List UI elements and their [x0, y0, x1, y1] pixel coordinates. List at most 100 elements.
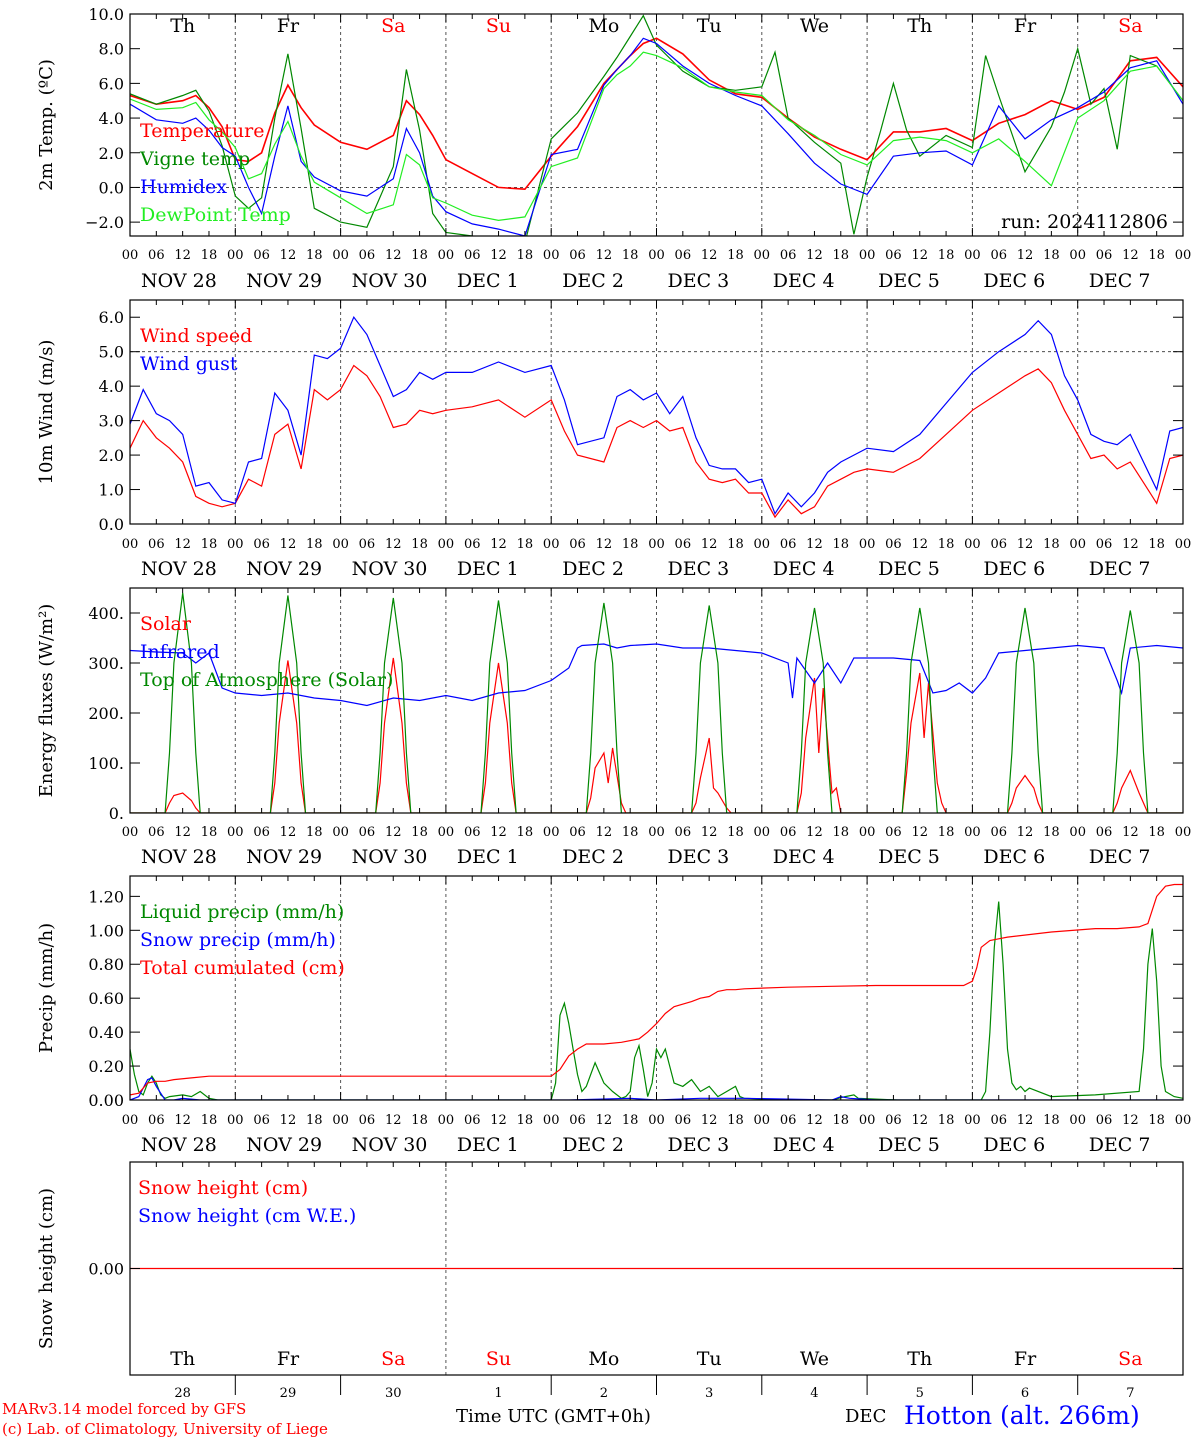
hour-label: 18: [833, 825, 850, 840]
hour-label: 18: [201, 248, 218, 263]
footer-station: Hotton (alt. 266m): [904, 1401, 1140, 1430]
hour-label: 00: [332, 248, 349, 263]
y-tick-label: 400.: [88, 604, 124, 623]
y-tick-label: 10.0: [88, 5, 124, 24]
day-label: NOV 28: [141, 558, 217, 580]
hour-label: 12: [490, 537, 507, 552]
day-label: NOV 28: [141, 846, 217, 868]
hour-label: 18: [938, 537, 955, 552]
hour-label: 12: [490, 825, 507, 840]
hour-label: 00: [122, 537, 139, 552]
run-annotation: run: 2024112806: [1001, 211, 1168, 233]
panel-snow: [129, 1161, 1184, 1395]
hour-label: 00: [122, 248, 139, 263]
hour-label: 12: [280, 537, 297, 552]
hour-label: 06: [464, 248, 481, 263]
hour-label: 18: [833, 1113, 850, 1128]
day-label: NOV 28: [141, 270, 217, 292]
weekday-label: Mo: [588, 1348, 619, 1370]
weekday-label: Tu: [697, 15, 722, 37]
hour-label: 00: [754, 537, 771, 552]
y-tick-label: 4.0: [99, 109, 124, 128]
hour-label: 00: [859, 248, 876, 263]
y-tick-label: 1.0: [99, 481, 124, 500]
day-label: DEC 7: [1089, 846, 1151, 868]
hour-label: 12: [1122, 1113, 1139, 1128]
hour-label: 18: [411, 248, 428, 263]
day-label: DEC 3: [668, 270, 730, 292]
legend-entry: DewPoint Temp: [140, 204, 291, 226]
weekday-label: Sa: [1118, 15, 1142, 37]
hour-label: 12: [806, 1113, 823, 1128]
hour-label: 12: [701, 537, 718, 552]
hour-label: 12: [1122, 825, 1139, 840]
hour-label: 06: [253, 537, 270, 552]
hour-label: 06: [675, 825, 692, 840]
hour-label: 00: [227, 1113, 244, 1128]
hour-label: 06: [990, 537, 1007, 552]
day-label: DEC 4: [773, 1134, 835, 1156]
hour-label: 18: [622, 248, 639, 263]
hour-label: 06: [990, 248, 1007, 263]
day-number-label: 29: [280, 1386, 297, 1401]
hour-label: 12: [1017, 825, 1034, 840]
day-number-label: 3: [705, 1386, 713, 1401]
day-label: DEC 3: [668, 558, 730, 580]
day-number-label: 6: [1021, 1386, 1029, 1401]
hour-label: 18: [727, 825, 744, 840]
series-line-total-cumulated-cm-: [130, 883, 1183, 1096]
hour-label: 06: [148, 1113, 165, 1128]
series-line-liquid-precip-mm-h-: [130, 901, 1183, 1100]
series-line-top-of-atmosphere-solar-: [130, 592, 1183, 813]
day-label: DEC 4: [773, 270, 835, 292]
hour-label: 18: [622, 537, 639, 552]
hour-label: 18: [727, 537, 744, 552]
hour-label: 00: [1069, 248, 1086, 263]
weekday-label: Th: [170, 15, 195, 37]
hour-label: 00: [438, 537, 455, 552]
hour-label: 00: [227, 537, 244, 552]
y-tick-label: 3.0: [99, 412, 124, 431]
weekday-label: Fr: [1014, 1348, 1037, 1370]
hour-label: 18: [411, 825, 428, 840]
day-label: DEC 2: [562, 270, 624, 292]
hour-label: 12: [174, 537, 191, 552]
hour-label: 00: [648, 537, 665, 552]
hour-label: 18: [411, 1113, 428, 1128]
hour-label: 06: [569, 537, 586, 552]
series-line-solar: [130, 657, 1183, 813]
hour-label: 00: [964, 248, 981, 263]
hour-label: 18: [1043, 1113, 1060, 1128]
hour-label: 06: [780, 825, 797, 840]
hour-label: 06: [990, 825, 1007, 840]
hour-label: 06: [780, 248, 797, 263]
hour-label: 06: [148, 248, 165, 263]
day-label: NOV 29: [246, 1134, 322, 1156]
hour-label: 12: [701, 1113, 718, 1128]
hour-label: 00: [754, 825, 771, 840]
weekday-label: Su: [486, 15, 511, 37]
y-axis-label: 10m Wind (m/s): [36, 340, 57, 485]
day-number-label: 7: [1126, 1386, 1134, 1401]
legend-entry: Liquid precip (mm/h): [140, 901, 344, 923]
hour-label: 06: [885, 825, 902, 840]
day-label: DEC 2: [562, 846, 624, 868]
day-label: DEC 1: [457, 846, 519, 868]
footer-time-label: Time UTC (GMT+0h): [456, 1406, 651, 1427]
hour-label: 06: [1096, 537, 1113, 552]
weekday-label: Th: [907, 15, 932, 37]
hour-label: 18: [201, 537, 218, 552]
panel-temperature: [129, 13, 1184, 237]
hour-label: 00: [543, 248, 560, 263]
hour-label: 06: [148, 537, 165, 552]
hour-label: 18: [1148, 825, 1165, 840]
hour-label: 00: [227, 248, 244, 263]
hour-label: 18: [727, 1113, 744, 1128]
y-tick-label: 0.: [109, 804, 124, 823]
hour-label: 18: [306, 825, 323, 840]
weekday-label: Tu: [697, 1348, 722, 1370]
y-tick-label: 0.40: [88, 1023, 124, 1042]
hour-label: 00: [648, 248, 665, 263]
hour-label: 00: [964, 537, 981, 552]
hour-label: 12: [596, 248, 613, 263]
